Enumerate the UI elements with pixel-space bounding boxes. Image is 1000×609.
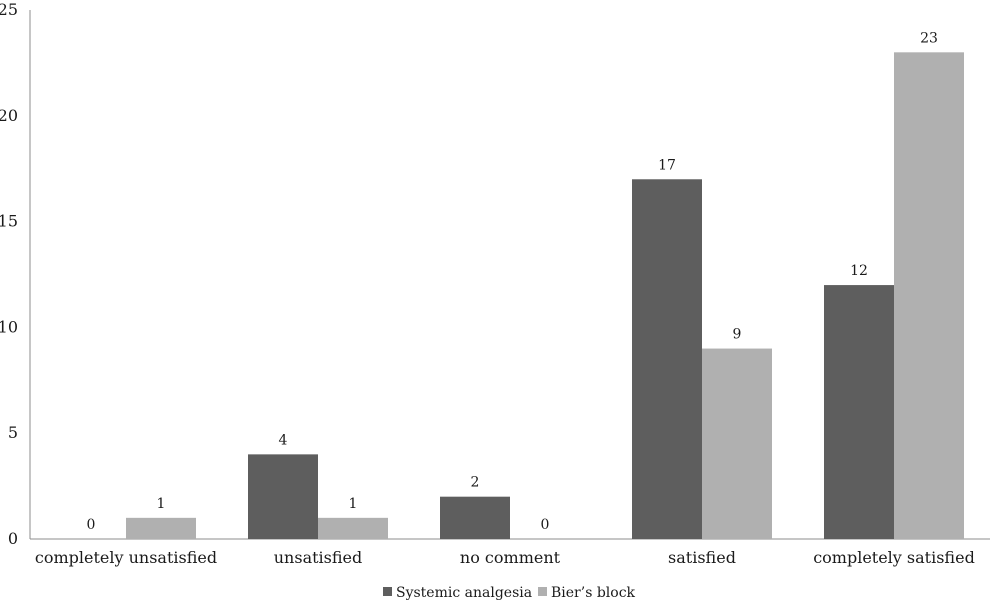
data-label: 9: [733, 327, 742, 343]
y-tick-label: 25: [0, 0, 18, 19]
data-label: 23: [920, 30, 938, 46]
data-label: 2: [471, 475, 480, 491]
x-category-label: completely satisfied: [813, 548, 975, 567]
bar-biers-block: [894, 52, 964, 539]
legend-swatch: [538, 587, 547, 596]
x-category-label: satisfied: [668, 548, 736, 567]
bar-biers-block: [126, 517, 196, 539]
y-tick-label: 10: [0, 317, 18, 336]
bar-biers-block: [702, 348, 772, 539]
bar-systemic-analgesia: [632, 179, 702, 539]
legend-label: Systemic analgesia: [396, 585, 532, 601]
data-label: 0: [541, 517, 550, 533]
x-category-label: no comment: [460, 548, 561, 567]
x-category-label: completely unsatisfied: [35, 548, 217, 567]
bar-biers-block: [318, 517, 388, 539]
legend-label: Bier’s block: [551, 585, 636, 601]
y-tick-label: 15: [0, 212, 18, 231]
bar-systemic-analgesia: [440, 496, 510, 539]
y-axis-ticks: 0 5 10 15 20 25: [0, 0, 18, 548]
data-label: 17: [658, 157, 676, 173]
bars: [126, 52, 964, 539]
y-tick-label: 20: [0, 106, 18, 125]
bar-systemic-analgesia: [824, 285, 894, 539]
data-label: 4: [279, 432, 288, 448]
x-category-label: unsatisfied: [274, 548, 363, 567]
data-label: 0: [87, 517, 96, 533]
x-axis-category-labels: completely unsatisfied unsatisfied no comm…: [35, 548, 975, 567]
bar-systemic-analgesia: [248, 454, 318, 539]
y-tick-label: 5: [8, 423, 18, 442]
legend-swatch: [383, 587, 392, 596]
data-label: 1: [349, 496, 358, 512]
data-label: 12: [850, 263, 868, 279]
y-tick-label: 0: [8, 529, 18, 548]
data-label: 1: [157, 496, 166, 512]
legend: Systemic analgesia Bier’s block: [383, 585, 636, 601]
